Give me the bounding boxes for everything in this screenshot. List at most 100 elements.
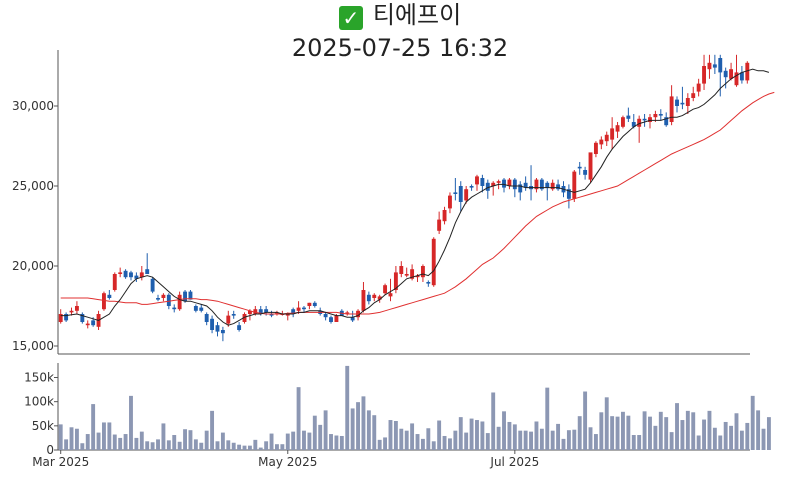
candle-body: [123, 270, 128, 278]
x-tick-label: May 2025: [258, 455, 317, 469]
candle-body: [556, 184, 561, 190]
volume-bar: [545, 387, 550, 450]
volume-bar: [761, 428, 766, 450]
candle-body: [237, 325, 242, 330]
volume-bar: [675, 403, 679, 450]
volume-bar: [642, 411, 647, 450]
candle-body: [91, 320, 96, 326]
volume-bar: [626, 415, 631, 450]
candle-body: [134, 275, 139, 279]
candle-body: [393, 272, 398, 290]
volume-bar: [242, 445, 247, 450]
volume-bar: [112, 434, 117, 450]
volume-y-tick-label: 50k: [32, 419, 54, 433]
candle-body: [85, 323, 90, 326]
candle-body: [129, 272, 133, 278]
candle-body: [177, 294, 182, 310]
candle-body: [648, 117, 652, 122]
volume-bar: [453, 430, 458, 450]
x-tick-label: Jul 2025: [489, 455, 539, 469]
price-y-tick-label: 25,000: [12, 179, 54, 193]
volume-bar: [599, 412, 604, 450]
candle-body: [377, 296, 382, 300]
x-tick-label: Mar 2025: [32, 455, 89, 469]
candle-body: [621, 117, 625, 127]
candle-body: [172, 307, 177, 310]
candle-body: [680, 102, 685, 105]
check-mark-icon: ✓: [338, 6, 363, 30]
volume-bar: [258, 447, 263, 450]
volume-bar: [237, 444, 242, 450]
candle-body: [361, 290, 366, 311]
volume-bar: [480, 421, 485, 450]
candle-body: [102, 293, 106, 310]
volume-bar: [123, 434, 128, 450]
candle-body: [723, 70, 728, 78]
candle-body: [637, 118, 642, 127]
volume-bar: [756, 410, 761, 450]
candle-body: [220, 330, 225, 334]
candle-body: [215, 325, 220, 332]
volume-bar: [588, 427, 593, 450]
candle-body: [642, 118, 647, 121]
candle-body: [415, 275, 420, 278]
volume-bar: [74, 428, 79, 450]
candle-body: [231, 314, 236, 316]
candle-body: [523, 182, 528, 188]
candle-body: [593, 142, 598, 154]
candle-body: [296, 307, 301, 311]
candle-body: [145, 269, 150, 274]
volume-bar: [572, 429, 577, 450]
candle-body: [669, 96, 674, 122]
volume-bar: [177, 441, 182, 450]
volume-bar: [399, 428, 404, 450]
candle-body: [64, 314, 69, 321]
volume-bar: [129, 395, 133, 450]
candle-body: [691, 93, 696, 98]
volume-bar: [307, 432, 312, 450]
volume-bar: [507, 421, 512, 450]
volume-bar: [312, 415, 317, 450]
candle-body: [453, 192, 458, 194]
candle-body: [269, 314, 274, 316]
volume-bar: [745, 422, 750, 450]
chart-title: ✓ 티에프이: [0, 0, 800, 30]
volume-bar: [648, 416, 652, 450]
candle-body: [183, 291, 187, 302]
ma5-line: [60, 68, 770, 326]
candle-body: [545, 182, 550, 188]
candle-body: [685, 98, 690, 106]
volume-bar: [696, 435, 701, 450]
volume-bar: [302, 430, 306, 450]
volume-bar: [739, 430, 744, 450]
volume-bar: [464, 432, 469, 450]
volume-bar: [431, 441, 436, 450]
volume-bar: [669, 432, 674, 450]
candle-body: [583, 170, 588, 175]
candle-body: [588, 152, 593, 180]
candle-body: [739, 72, 744, 81]
volume-bar: [534, 421, 539, 450]
candle-body: [69, 310, 74, 313]
volume-bar: [323, 410, 328, 450]
volume-bar: [475, 420, 479, 450]
candle-body: [107, 294, 112, 298]
candle-body: [729, 69, 734, 79]
candle-body: [712, 64, 717, 68]
volume-bar: [372, 415, 377, 450]
volume-bar: [539, 428, 544, 450]
candle-body: [156, 298, 160, 300]
candle-body: [258, 309, 263, 314]
volume-bar: [356, 402, 360, 450]
volume-y-tick-label: 150k: [24, 371, 54, 385]
candle-body: [404, 274, 409, 276]
candle-body: [475, 176, 479, 185]
candle-body: [718, 58, 723, 73]
volume-bar: [172, 435, 177, 450]
volume-bar: [658, 411, 663, 450]
candle-body: [264, 309, 269, 313]
volume-bar: [361, 396, 366, 450]
candle-body: [118, 272, 123, 274]
chart-subtitle: 2025-07-25 16:32: [291, 34, 509, 62]
candle-body: [247, 310, 252, 314]
